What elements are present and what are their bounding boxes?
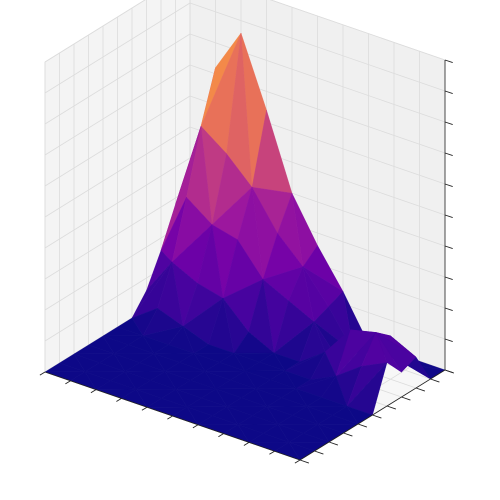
x-axis-tick bbox=[141, 406, 148, 411]
x-axis-tick bbox=[218, 433, 224, 438]
x-axis-tick bbox=[39, 371, 46, 376]
x-axis-tick bbox=[243, 442, 250, 446]
x-axis-tick bbox=[192, 424, 199, 429]
y-axis-tick bbox=[357, 423, 368, 428]
z-axis-tick bbox=[444, 152, 453, 157]
x-axis-tick bbox=[116, 398, 122, 402]
z-axis-tick bbox=[444, 183, 453, 188]
left-grid-line-z bbox=[44, 64, 191, 156]
y-axis-tick bbox=[372, 414, 382, 419]
left-grid-line-z bbox=[44, 157, 191, 249]
left-grid-line-z bbox=[44, 95, 191, 187]
left-grid-line-z bbox=[44, 188, 191, 280]
y-axis-tick bbox=[343, 432, 353, 437]
left-grid-line-z bbox=[44, 33, 191, 125]
z-axis-tick bbox=[444, 276, 453, 281]
back-grid-line-z bbox=[269, 0, 446, 61]
x-axis-tick bbox=[269, 450, 275, 455]
z-axis-tick bbox=[444, 121, 453, 126]
surface-plot bbox=[44, 32, 446, 461]
x-axis-tick bbox=[294, 459, 301, 464]
back-grid-line-z bbox=[189, 2, 446, 92]
axes-lines bbox=[39, 59, 455, 464]
left-grid-line-z bbox=[44, 2, 191, 94]
z-axis-tick bbox=[444, 369, 453, 374]
z-axis-tick bbox=[444, 245, 453, 250]
z-axis-tick bbox=[444, 307, 453, 312]
x-axis-tick bbox=[90, 389, 97, 394]
y-axis-tick bbox=[415, 387, 426, 392]
y-axis-tick bbox=[430, 378, 440, 383]
x-axis-tick bbox=[167, 415, 173, 420]
y-axis-tick bbox=[314, 450, 324, 455]
z-axis-tick bbox=[444, 214, 453, 219]
y-axis-tick bbox=[299, 459, 310, 464]
y-axis-tick bbox=[386, 405, 397, 410]
z-axis-tick bbox=[444, 338, 453, 343]
y-axis-tick bbox=[401, 396, 411, 401]
x-axis-tick bbox=[65, 380, 71, 385]
left-grid-line-z bbox=[44, 126, 191, 218]
z-axis-tick bbox=[444, 90, 453, 95]
z-axis-tick bbox=[444, 59, 453, 64]
y-axis-tick bbox=[328, 441, 339, 446]
left-grid-line-z bbox=[44, 0, 146, 63]
